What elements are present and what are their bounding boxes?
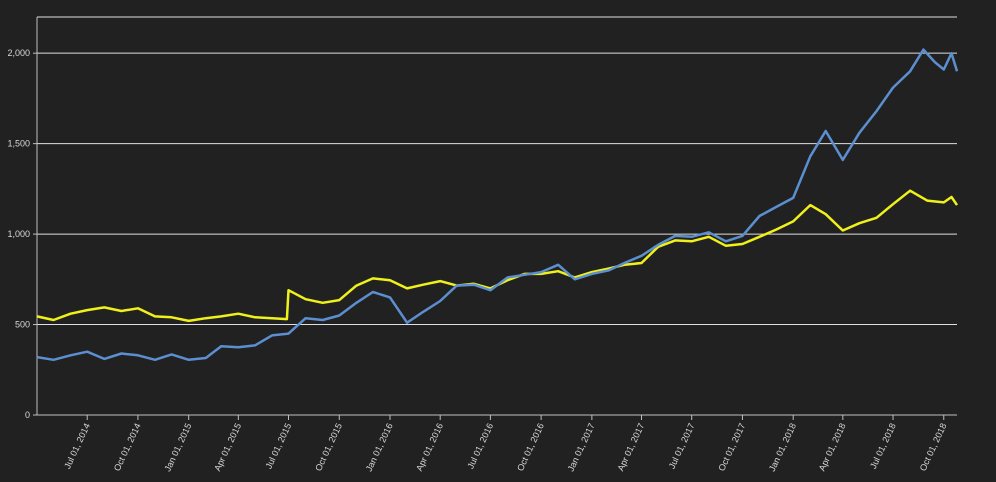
x-tick-label: Apr 01, 2015	[212, 422, 243, 473]
y-axis-tick-labels: 0 500 1,000 1,500 2,000	[7, 48, 37, 420]
y-tick-label: 2,000	[7, 48, 30, 58]
x-tick-label: Jul 01, 2014	[62, 422, 92, 471]
x-tick-label: Oct 01, 2015	[313, 422, 344, 473]
x-tick-label: Oct 01, 2017	[716, 422, 747, 473]
x-tick-label: Apr 01, 2018	[817, 422, 848, 473]
y-tick-label: 1,500	[7, 139, 30, 149]
y-tick-label: 0	[25, 410, 30, 420]
x-tick-label: Jul 01, 2015	[264, 422, 294, 471]
x-tick-label: Oct 01, 2018	[918, 422, 949, 473]
x-axis-ticks: Jul 01, 2014 Oct 01, 2014 Jan 01, 2015 Apr …	[62, 415, 949, 473]
y-tick-label: 1,000	[7, 229, 30, 239]
x-tick-label: Jul 01, 2018	[868, 422, 898, 471]
series-line-1	[36, 189, 959, 323]
x-tick-label: Jul 01, 2016	[465, 422, 495, 471]
x-tick-label: Jul 01, 2017	[667, 422, 697, 471]
y-gridlines	[37, 16, 957, 326]
x-tick-label: Jan 01, 2018	[767, 422, 798, 473]
x-tick-label: Oct 01, 2016	[515, 422, 546, 473]
x-tick-label: Oct 01, 2014	[112, 422, 143, 473]
series-lines	[36, 48, 959, 362]
y-tick-label: 500	[15, 320, 30, 330]
x-tick-label: Apr 01, 2016	[414, 422, 445, 473]
x-tick-label: Jan 01, 2015	[162, 422, 193, 473]
x-tick-label: Jan 01, 2017	[566, 422, 597, 473]
x-tick-label: Jan 01, 2016	[364, 422, 395, 473]
series-line-2	[36, 48, 959, 362]
x-tick-label: Apr 01, 2017	[615, 422, 646, 473]
